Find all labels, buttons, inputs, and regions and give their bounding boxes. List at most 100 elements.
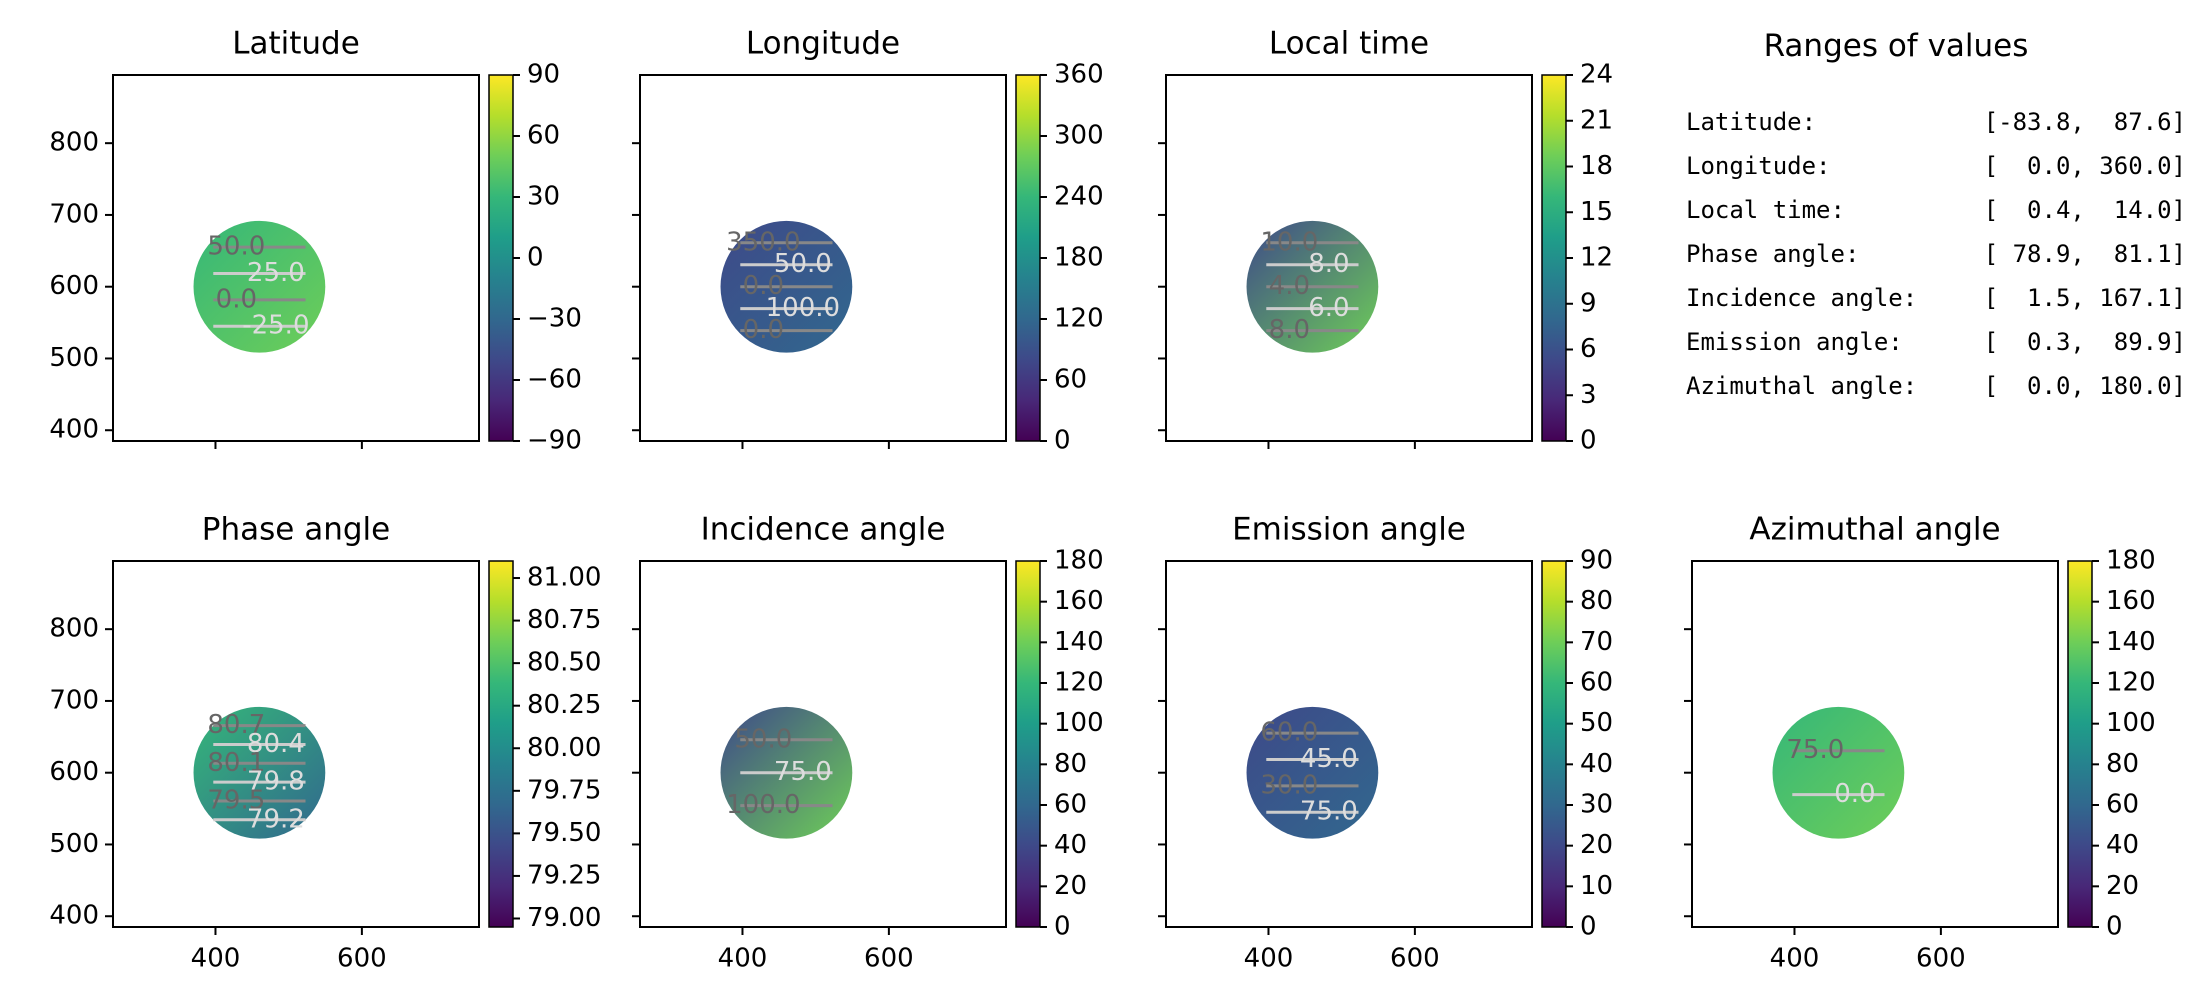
colorbar-tick-label: 360 xyxy=(1054,60,1104,90)
colorbar-tick-label: 80 xyxy=(1580,586,1613,616)
colorbar xyxy=(1015,560,1041,928)
contour-label: 75.0 xyxy=(1786,735,1844,765)
contour-label: 100.0 xyxy=(726,790,800,820)
panel-title: Emission angle xyxy=(1232,512,1466,548)
colorbar xyxy=(488,560,514,928)
x-tick-label: 400 xyxy=(191,944,241,974)
colorbar-tick-label: 40 xyxy=(1580,749,1613,779)
colorbar-tick-label: 140 xyxy=(1054,627,1104,657)
axes-frame xyxy=(1165,74,1533,442)
x-tick-label: 400 xyxy=(1244,944,1294,974)
y-tick-label: 400 xyxy=(49,415,99,445)
colorbar-tick-label: 100 xyxy=(2106,708,2156,738)
colorbar-tick-label: −90 xyxy=(527,426,582,456)
colorbar-tick-label: 18 xyxy=(1580,151,1613,181)
panel-title: Local time xyxy=(1269,26,1429,62)
colorbar-tick-label: 79.75 xyxy=(527,775,601,805)
x-tick-label: 600 xyxy=(337,944,387,974)
range-label: Local time: xyxy=(1686,196,1845,224)
colorbar-tick-label: 30 xyxy=(1580,790,1613,820)
colorbar-tick-label: 120 xyxy=(1054,668,1104,698)
x-tick-label: 400 xyxy=(718,944,768,974)
range-value: [ 1.5, 167.1] xyxy=(1983,284,2186,312)
colorbar-tick-label: −60 xyxy=(527,365,582,395)
contour-label: 75.0 xyxy=(774,757,832,787)
colorbar-tick-label: 79.50 xyxy=(527,818,601,848)
y-tick-label: 700 xyxy=(49,685,99,715)
colorbar-tick-label: 40 xyxy=(1054,830,1087,860)
colorbar xyxy=(2067,560,2093,928)
contour-label: 6.0 xyxy=(1308,293,1349,323)
range-value: [ 0.4, 14.0] xyxy=(1983,196,2186,224)
colorbar-tick-label: 9 xyxy=(1580,288,1597,318)
range-label: Azimuthal angle: xyxy=(1686,372,1918,400)
range-row: Incidence angle: [ 1.5, 167.1] xyxy=(1686,284,2186,328)
colorbar-tick-label: 180 xyxy=(2106,546,2156,576)
colorbar-tick-label: 0 xyxy=(1054,426,1071,456)
range-row: Local time: [ 0.4, 14.0] xyxy=(1686,196,2186,240)
colorbar-tick-label: 20 xyxy=(1054,871,1087,901)
ranges-table: Latitude: [-83.8, 87.6] Longitude: [ 0.0, … xyxy=(1686,108,2186,416)
axes-frame xyxy=(112,560,480,928)
colorbar-tick-label: 180 xyxy=(1054,546,1104,576)
colorbar-tick-label: 0 xyxy=(1580,426,1597,456)
contour-label: 10.0 xyxy=(1260,227,1318,257)
contour-label: 100.0 xyxy=(766,293,840,323)
colorbar-tick-label: 80.00 xyxy=(527,733,601,763)
contour-label: 50.0 xyxy=(774,249,832,279)
colorbar xyxy=(1541,560,1567,928)
range-label: Phase angle: xyxy=(1686,240,1860,268)
colorbar-tick-label: 80.50 xyxy=(527,648,601,678)
colorbar-tick-label: 60 xyxy=(1580,668,1613,698)
range-value: [ 78.9, 81.1] xyxy=(1983,240,2186,268)
range-label: Latitude: xyxy=(1686,108,1817,136)
x-tick-label: 600 xyxy=(1916,944,1966,974)
y-tick-label: 500 xyxy=(49,343,99,373)
disk-image xyxy=(193,220,326,353)
axes-frame xyxy=(112,74,480,442)
disk-image xyxy=(1772,706,1905,839)
colorbar-tick-label: 40 xyxy=(2106,830,2139,860)
disk-image xyxy=(1246,706,1379,839)
contour-label: 79.5 xyxy=(207,785,265,815)
panel-title: Azimuthal angle xyxy=(1749,512,2000,548)
panel-title: Longitude xyxy=(746,26,900,62)
colorbar-tick-label: −30 xyxy=(527,304,582,334)
colorbar-tick-label: 60 xyxy=(1054,790,1087,820)
range-row: Phase angle: [ 78.9, 81.1] xyxy=(1686,240,2186,284)
contour-label: 0.0 xyxy=(743,315,784,345)
colorbar-tick-label: 6 xyxy=(1580,334,1597,364)
y-tick-label: 600 xyxy=(49,757,99,787)
panel-phase-angle: Phase angle 80.780.480.179.879.579.2 400 60… xyxy=(49,512,601,974)
colorbar-tick-label: 80.25 xyxy=(527,690,601,720)
axes-frame xyxy=(1165,560,1533,928)
contour-label: 8.0 xyxy=(1308,249,1349,279)
colorbar-tick-label: 60 xyxy=(2106,790,2139,820)
colorbar-tick-label: 24 xyxy=(1580,60,1613,90)
range-row: Emission angle: [ 0.3, 89.9] xyxy=(1686,328,2186,372)
panel-title: Phase angle xyxy=(202,512,390,548)
contour-label: -25.0 xyxy=(242,311,309,341)
contour-label: 75.0 xyxy=(1300,797,1358,827)
colorbar-tick-label: 10 xyxy=(1580,871,1613,901)
contour-label: 30.0 xyxy=(1260,770,1318,800)
contour-label: 80.7 xyxy=(207,710,265,740)
colorbar-tick-label: 79.00 xyxy=(527,903,601,933)
colorbar-tick-label: 160 xyxy=(1054,586,1104,616)
colorbar-tick-label: 80 xyxy=(2106,749,2139,779)
contour-label: 0.0 xyxy=(743,271,784,301)
contour-label: 50.0 xyxy=(734,724,792,754)
colorbar-tick-label: 20 xyxy=(2106,871,2139,901)
contour-label: 79.8 xyxy=(247,767,305,797)
colorbar-tick-label: 0 xyxy=(2106,912,2123,942)
colorbar-tick-label: 90 xyxy=(1580,546,1613,576)
colorbar-tick-label: 180 xyxy=(1054,243,1104,273)
y-tick-label: 500 xyxy=(49,829,99,859)
panel-title: Latitude xyxy=(232,26,360,62)
colorbar-tick-label: 140 xyxy=(2106,627,2156,657)
ranges-title: Ranges of values xyxy=(1763,28,2029,64)
